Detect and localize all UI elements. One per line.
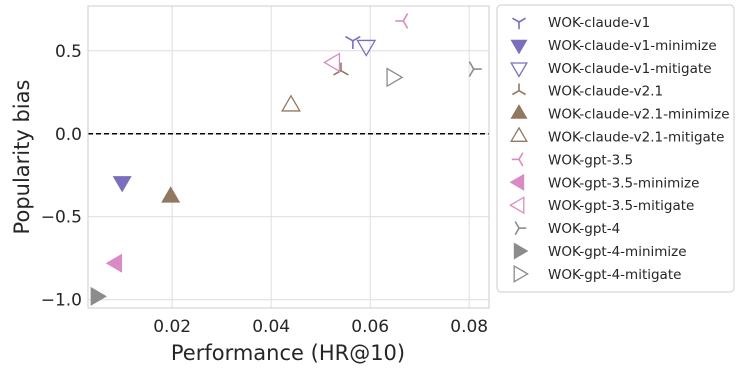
legend-label: WOK-gpt-3.5-minimize [548, 175, 699, 191]
legend-frame [496, 4, 735, 293]
legend-label: WOK-claude-v1-mitigate [548, 61, 712, 77]
legend-item: WOK-gpt-3.5-mitigate [509, 196, 694, 215]
data-point-11 [386, 67, 404, 88]
legend-item: WOK-claude-v1-mitigate [510, 61, 712, 78]
x-tick-label: 0.06 [351, 317, 389, 337]
data-points [90, 13, 482, 306]
legend-item: WOK-gpt-3.5 [511, 152, 633, 168]
y-axis-title: Popularity bias [10, 80, 34, 235]
legend: WOK-claude-v1 WOK-claude-v1-minimize WOK-c… [496, 4, 735, 293]
legend-item: WOK-gpt-4-minimize [513, 242, 687, 260]
legend-item: WOK-gpt-4 [514, 221, 620, 237]
grid-lines [88, 6, 489, 308]
legend-marker-2 [510, 62, 528, 78]
legend-label: WOK-gpt-3.5 [548, 152, 633, 168]
data-point-6 [395, 13, 409, 29]
plot-frame [87, 5, 490, 309]
legend-marker-0 [511, 17, 527, 30]
data-point-7 [105, 253, 123, 273]
legend-marker-7 [509, 173, 525, 191]
legend-item: WOK-claude-v2.1-minimize [510, 104, 730, 123]
legend-marker-4 [510, 104, 528, 119]
legend-label: WOK-claude-v1-minimize [548, 38, 717, 54]
legend-label: WOK-claude-v1 [548, 15, 650, 31]
legend-marker-5 [510, 126, 528, 142]
x-tick-label: 0.02 [153, 317, 191, 337]
data-point-10 [90, 286, 107, 306]
y-tick-label: 0.0 [55, 125, 82, 145]
data-point-2 [356, 39, 377, 57]
x-tick-label: 0.04 [252, 317, 290, 337]
legend-item: WOK-claude-v2.1 [511, 83, 663, 100]
legend-label: WOK-gpt-4-mitigate [548, 267, 681, 283]
legend-marker-10 [513, 242, 529, 260]
legend-item: WOK-claude-v1 [511, 15, 650, 31]
data-point-4 [161, 186, 181, 203]
legend-item: WOK-claude-v2.1-mitigate [510, 126, 724, 146]
legend-marker-3 [511, 83, 527, 96]
data-point-5 [281, 94, 301, 112]
x-tick-labels: 0.02 0.04 0.06 0.08 [153, 317, 488, 337]
legend-label: WOK-gpt-4-minimize [548, 244, 687, 260]
legend-label: WOK-claude-v2.1 [548, 84, 663, 100]
legend-marker-1 [510, 39, 528, 55]
legend-marker-9 [514, 221, 527, 236]
legend-label: WOK-claude-v2.1-minimize [548, 107, 730, 123]
legend-item: WOK-claude-v1-minimize [510, 38, 717, 55]
y-tick-label: −1.0 [41, 291, 82, 311]
y-tick-label: −0.5 [41, 208, 82, 228]
legend-label: WOK-gpt-3.5-mitigate [548, 198, 694, 214]
legend-marker-11 [513, 264, 529, 283]
y-tick-labels: −1.0 −0.5 0.0 0.5 [41, 42, 82, 311]
data-point-1 [112, 176, 132, 193]
y-tick-label: 0.5 [55, 42, 82, 62]
legend-marker-8 [509, 196, 525, 215]
data-point-0 [345, 35, 361, 49]
legend-item: WOK-gpt-3.5-minimize [509, 173, 699, 191]
plot-area [88, 6, 489, 308]
legend-label: WOK-gpt-4 [548, 221, 620, 237]
x-axis-title: Performance (HR@10) [171, 341, 405, 365]
legend-label: WOK-claude-v2.1-mitigate [548, 130, 724, 146]
legend-item: WOK-gpt-4-mitigate [513, 264, 681, 283]
data-point-8 [323, 52, 341, 73]
data-point-9 [468, 61, 482, 77]
x-tick-label: 0.08 [450, 317, 488, 337]
legend-marker-6 [511, 152, 524, 167]
